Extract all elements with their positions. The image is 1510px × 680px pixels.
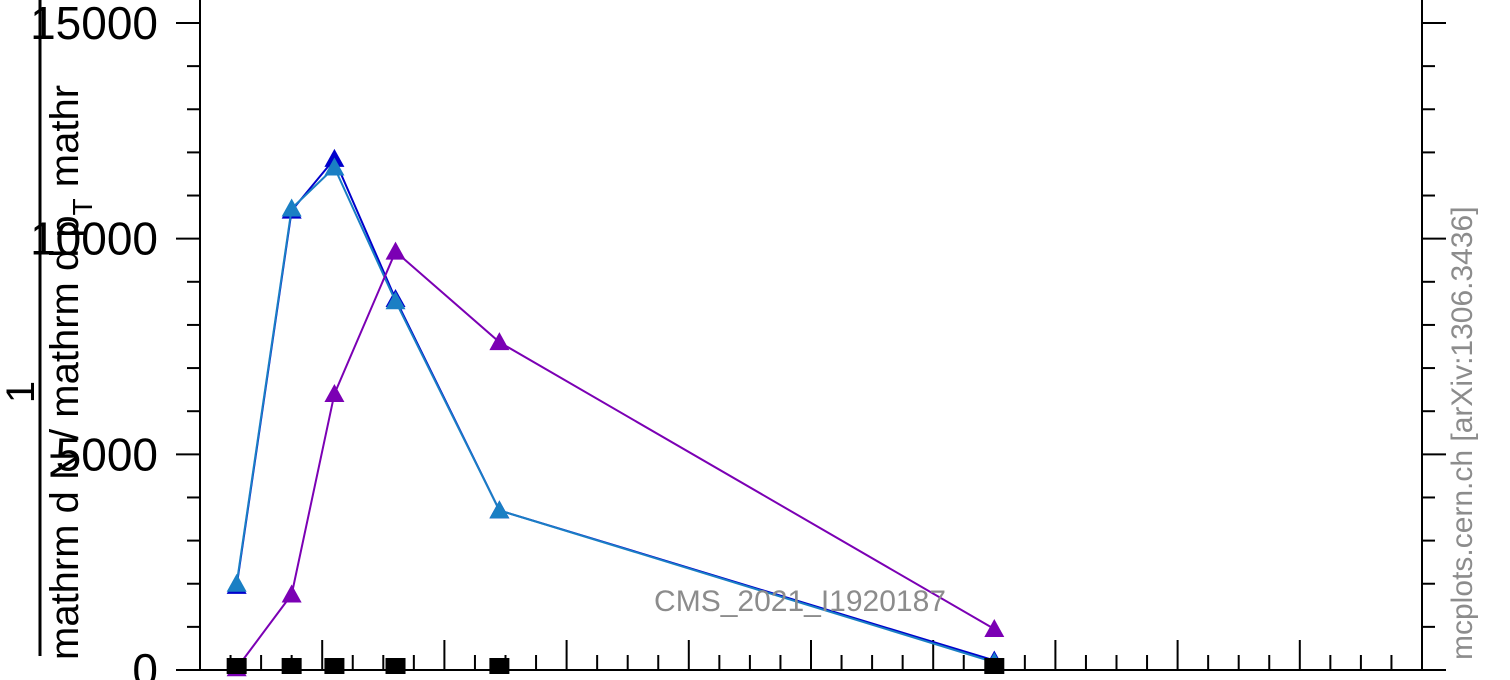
data-marker xyxy=(226,658,247,674)
series-line xyxy=(235,165,995,664)
data-marker xyxy=(984,658,1005,674)
data-marker xyxy=(281,658,302,674)
y-tick-label: 5000 xyxy=(56,428,158,480)
series-point xyxy=(226,573,247,592)
series-point xyxy=(489,500,510,519)
y-tick-label: 15000 xyxy=(30,0,158,49)
series-point xyxy=(324,383,345,402)
data-marker xyxy=(489,658,510,674)
y-axis-label-subscript: T xyxy=(67,198,98,215)
series-layer xyxy=(226,148,1005,677)
series-point xyxy=(324,157,345,176)
series-point xyxy=(984,619,1005,638)
series-point xyxy=(385,291,406,310)
data-marker xyxy=(324,658,345,674)
watermark: CMS_2021_I1920187 xyxy=(654,585,946,618)
y-axis-label-denominator: mathrm d N / mathrm d pT mathr xyxy=(43,85,98,660)
axis-ticks: 0 5000 10000 15000 xyxy=(30,0,1446,680)
y-tick-label: 10000 xyxy=(30,213,158,265)
y-axis-label-tail: mathr xyxy=(43,85,87,198)
plot-axes xyxy=(199,0,1423,671)
side-label: mcplots.cern.ch [arXiv:1306.3436] xyxy=(1446,206,1479,660)
y-axis-label-numerator: 1 xyxy=(0,381,43,403)
series-line xyxy=(235,249,995,669)
series-point xyxy=(489,332,510,351)
series-point xyxy=(281,198,302,217)
series-point xyxy=(281,584,302,603)
y-axis-label: 1 mathrm d N / mathrm d pT mathr xyxy=(0,0,98,660)
data-markers xyxy=(226,658,1005,674)
y-tick-label: 0 xyxy=(132,644,158,680)
series-point xyxy=(385,241,406,260)
data-marker xyxy=(385,658,406,674)
